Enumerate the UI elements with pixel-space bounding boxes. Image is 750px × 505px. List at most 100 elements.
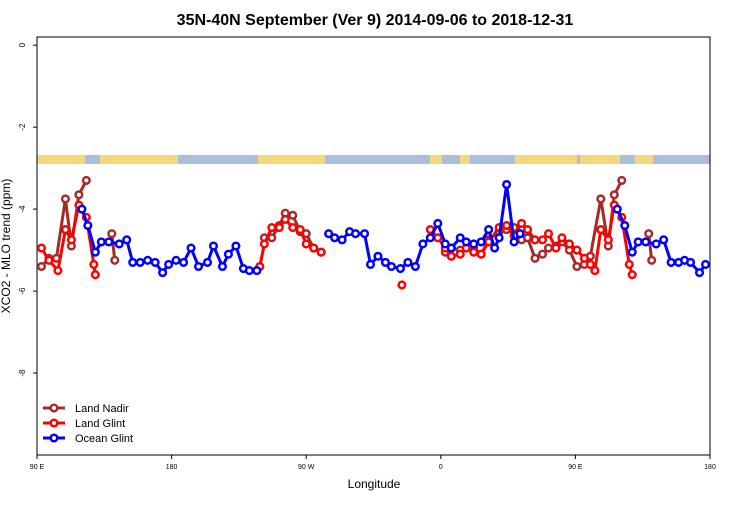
data-point xyxy=(572,261,582,272)
data-point xyxy=(252,266,262,276)
data-point xyxy=(60,194,70,204)
data-point xyxy=(288,223,298,233)
data-point xyxy=(469,239,479,249)
data-point xyxy=(288,210,298,220)
data-point xyxy=(433,233,443,243)
data-point xyxy=(476,237,486,247)
y-axis-label: XCO2 - MLO trend (ppm) xyxy=(0,179,13,314)
data-point xyxy=(522,233,533,243)
data-point xyxy=(551,243,561,253)
plot-frame xyxy=(36,36,711,456)
data-point xyxy=(365,259,376,269)
data-point xyxy=(644,229,654,239)
data-point xyxy=(104,237,114,247)
data-point xyxy=(316,247,326,257)
data-point xyxy=(380,257,391,267)
data-point xyxy=(208,241,219,251)
data-point xyxy=(77,204,87,214)
data-point xyxy=(537,249,548,259)
legend-label: Land Nadir xyxy=(75,403,129,415)
land-ocean-strip xyxy=(37,155,710,164)
data-point xyxy=(36,261,47,272)
data-point xyxy=(110,255,120,265)
data-point xyxy=(397,280,407,290)
data-point xyxy=(572,245,582,255)
legend-marker xyxy=(49,433,59,443)
data-point xyxy=(373,251,383,261)
data-point xyxy=(410,261,420,272)
data-point xyxy=(627,247,637,257)
data-point xyxy=(114,239,124,249)
data-point xyxy=(128,257,138,267)
x-tick-label: 90 E xyxy=(568,464,583,471)
data-point xyxy=(641,237,651,247)
data-point xyxy=(440,239,450,249)
data-point xyxy=(564,239,574,249)
data-point xyxy=(522,225,533,235)
data-point xyxy=(603,235,613,245)
x-tick-label: 0 xyxy=(439,464,443,471)
y-tick-label: 0 xyxy=(18,42,27,47)
data-point xyxy=(624,259,634,269)
data-point xyxy=(351,229,361,239)
y-tick-label: -4 xyxy=(18,205,27,213)
data-point xyxy=(579,253,589,263)
data-point xyxy=(150,257,160,267)
data-point xyxy=(433,218,443,229)
data-point xyxy=(267,223,277,233)
x-tick-label: 180 xyxy=(704,464,716,471)
data-point xyxy=(455,249,465,259)
data-point xyxy=(395,263,405,274)
y-tick-label: -6 xyxy=(18,287,27,295)
data-point xyxy=(186,243,196,253)
data-point xyxy=(446,251,456,261)
data-point xyxy=(647,255,657,265)
data-point xyxy=(107,229,117,239)
legend-marker xyxy=(49,418,59,428)
x-axis-label: Longitude xyxy=(348,477,401,491)
data-point xyxy=(502,220,512,231)
data-point xyxy=(44,255,54,265)
data-point xyxy=(530,235,540,245)
series-line xyxy=(40,179,654,269)
y-tick-label: -8 xyxy=(18,369,27,377)
data-point xyxy=(469,247,479,257)
data-point xyxy=(135,257,145,267)
data-point xyxy=(700,259,711,269)
data-point xyxy=(259,239,269,249)
data-point xyxy=(330,233,340,243)
data-point xyxy=(324,229,334,239)
legend-marker xyxy=(49,403,59,413)
data-point xyxy=(425,233,435,243)
x-tick-label: 180 xyxy=(166,464,178,471)
data-point xyxy=(461,237,471,247)
data-point xyxy=(609,190,619,200)
data-point xyxy=(543,243,554,253)
data-point xyxy=(202,257,213,267)
data-point xyxy=(386,261,396,272)
data-point xyxy=(659,235,669,245)
data-point xyxy=(612,204,622,214)
data-point xyxy=(502,179,512,190)
data-point xyxy=(53,266,63,276)
data-point xyxy=(446,243,456,253)
data-point xyxy=(418,239,428,249)
legend-label: Land Glint xyxy=(75,418,125,430)
data-point xyxy=(122,235,132,245)
data-point xyxy=(666,257,676,267)
data-point xyxy=(36,243,47,253)
data-point xyxy=(337,235,347,245)
data-point xyxy=(596,225,606,235)
y-tick-label: -2 xyxy=(18,123,27,131)
legend-label: Ocean Glint xyxy=(75,433,133,445)
data-point xyxy=(74,190,84,200)
data-point xyxy=(590,266,600,276)
data-point xyxy=(90,270,100,280)
data-point xyxy=(179,257,189,267)
data-point xyxy=(81,175,91,185)
data-point xyxy=(617,175,627,185)
data-point xyxy=(60,225,70,235)
data-point xyxy=(455,233,465,243)
